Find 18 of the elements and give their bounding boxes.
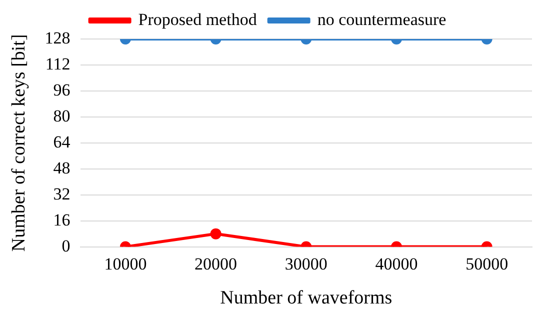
y-tick-label: 128	[44, 28, 70, 48]
y-tick-label: 32	[53, 184, 70, 204]
y-tick-label: 64	[53, 132, 71, 152]
x-tick-label: 50000	[466, 254, 508, 274]
x-tick-label: 20000	[194, 254, 238, 274]
legend-label: no countermeasure	[317, 10, 446, 29]
y-tick-label: 112	[45, 54, 70, 74]
x-tick-label: 10000	[104, 254, 147, 274]
y-tick-label: 48	[53, 158, 70, 178]
x-axis-title: Number of waveforms	[220, 288, 392, 309]
y-tick-label: 96	[53, 80, 70, 100]
x-tick-label: 40000	[375, 254, 418, 274]
x-tick-label: 30000	[284, 254, 328, 274]
y-tick-label: 16	[53, 210, 70, 230]
y-tick-label: 0	[62, 236, 70, 256]
legend-label: Proposed method	[138, 10, 258, 29]
y-tick-label: 80	[53, 106, 70, 126]
y-axis-title: Number of correct keys [bit]	[8, 34, 30, 252]
